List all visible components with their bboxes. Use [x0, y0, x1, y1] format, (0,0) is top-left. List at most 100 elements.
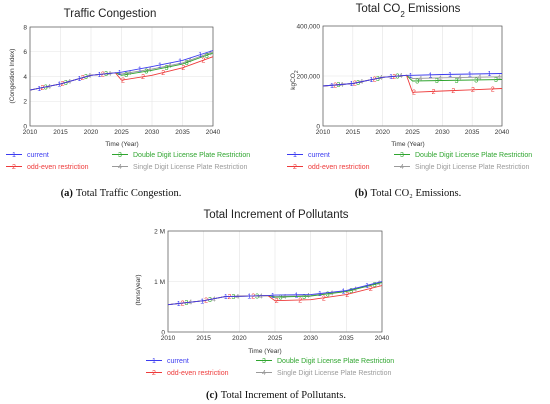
panel-c-xtick: 2015: [196, 335, 211, 342]
panel-c-series-2-marker: 2: [369, 286, 373, 293]
panel-c-caption-text: Total Increment of Pollutants.: [221, 390, 346, 401]
panel-c-caption-label: (c): [206, 390, 218, 401]
panel-c-legend-label: Single Digit License Plate Restriction: [277, 370, 391, 377]
panel-b-title-sub: 2: [400, 10, 405, 19]
panel-c-series-1-marker: 1: [365, 283, 369, 290]
panel-c-series-2-marker: 2: [204, 298, 208, 305]
panel-a-caption: (a) Total Traffic Congestion.: [61, 188, 182, 199]
panel-b-series-2-marker: 2: [412, 90, 416, 97]
panel-a-xtick: 2040: [206, 129, 221, 136]
panel-b-caption: (b) Total CO₂ Emissions.: [355, 188, 462, 199]
panel-a-series-1-marker: 1: [158, 62, 162, 69]
panel-c-xtick: 2020: [232, 335, 247, 342]
panel-c-xtick: 2030: [303, 335, 318, 342]
panel-c-ylabel: (tons/year): [135, 274, 142, 305]
panel-c-legend-label: Double Digit License Plate Restriction: [277, 358, 394, 365]
panel-b-ytick: 200,000: [297, 73, 321, 80]
panel-b-plot: 2010 2015 2020 2025 2030 2035 2040 0 200,000 400,…: [297, 23, 510, 136]
panel-c-legend: 1 current 2 odd-even restriction 3 Double Dig…: [146, 358, 394, 377]
panel-c-series-1-marker: 1: [200, 298, 204, 305]
panel-c-series-1-marker: 1: [177, 301, 181, 308]
panel-c-series-3-marker: 3: [208, 297, 212, 304]
panel-a-ytick: 6: [23, 49, 27, 56]
panel-b-xtick: 2025: [405, 129, 420, 136]
panel-c-series-3-marker: 3: [373, 282, 377, 289]
panel-a-series-3-marker: 3: [124, 72, 128, 79]
panel-b-series-1-marker: 1: [468, 72, 472, 79]
panel-a-xtick: 2035: [175, 129, 190, 136]
panel-c-series-4-marker: 4: [306, 293, 310, 300]
panel-c-legend-marker: 3: [262, 358, 266, 365]
panel-b-legend-marker: 1: [293, 152, 297, 159]
panel-c-legend-marker: 4: [262, 370, 266, 377]
panel-a-series-1-marker: 1: [118, 70, 122, 77]
panel-c-series-4-marker: 4: [330, 290, 334, 297]
panel-b-series-1-marker: 1: [350, 81, 354, 88]
panel-b-ylabel-sub: 2: [294, 70, 300, 73]
panel-b-legend-label: Double Digit License Plate Restriction: [415, 152, 532, 159]
panel-c-series-3-marker: 3: [326, 291, 330, 298]
panel-c-xtick: 2025: [268, 335, 283, 342]
panel-a-series-1-line: [29, 50, 214, 91]
panel-a-ytick: 4: [23, 74, 27, 81]
panel-a-series-1-marker: 1: [178, 58, 182, 65]
panel-c-series-3-marker: 3: [184, 300, 188, 307]
panel-b-series-4-marker: 4: [418, 76, 422, 83]
panel-b-series-4-marker: 4: [379, 75, 383, 82]
panel-b-xtick: 2040: [495, 129, 510, 136]
panel-c-legend-marker: 2: [152, 370, 156, 377]
panel-a-series-3-marker: 3: [165, 65, 169, 72]
panel-b-caption-label: (b): [355, 188, 368, 199]
panel-c-series-2-marker: 2: [228, 294, 232, 301]
panel-c-series-1-marker: 1: [247, 294, 251, 301]
panel-b-legend-marker: 2: [293, 164, 297, 171]
panel-c-xlabel: Time (Year): [248, 348, 281, 355]
panel-c-series-4-marker: 4: [377, 280, 381, 287]
panel-a-legend: 1 current 2 odd-even restriction 3 Double Dig…: [6, 152, 250, 171]
panel-b-caption-text: Total CO₂ Emissions.: [371, 188, 462, 199]
panel-b-title-main: Total CO: [356, 3, 401, 15]
panel-a-xtick: 2010: [23, 129, 38, 136]
panel-a-series-3-marker: 3: [64, 80, 68, 87]
panel-a-series-2-marker: 2: [61, 81, 65, 88]
panel-c-caption: (c) Total Increment of Pollutants.: [206, 390, 346, 401]
panel-c-ytick: 1 M: [154, 279, 165, 286]
panel-b-series-1-marker: 1: [369, 77, 373, 84]
panel-a-series-2-marker: 2: [101, 72, 105, 79]
panel-b-title: Total CO2 Emissions: [356, 3, 461, 19]
panel-b-series-1-marker: 1: [448, 72, 452, 79]
panel-c-xtick: 2040: [375, 335, 390, 342]
panel-c-series-1-line: [167, 281, 383, 306]
panel-b-frame: [322, 25, 503, 127]
panel-a-series-3-marker: 3: [104, 71, 108, 78]
panel-b-series-2-marker: 2: [373, 76, 377, 83]
panel-a-series-4-marker: 4: [87, 73, 91, 80]
panel-b-series-3-marker: 3: [474, 77, 478, 84]
panel-b-legend-label: current: [308, 152, 330, 159]
panel-a-series-1-marker: 1: [138, 66, 142, 73]
panel-b-series-3-marker: 3: [455, 78, 459, 85]
panel-c-series-2-marker: 2: [181, 301, 185, 308]
panel-a-title: Traffic Congestion: [64, 8, 157, 20]
panel-a-series-1-marker: 1: [198, 52, 202, 59]
panel-a-legend-marker: 4: [118, 164, 122, 171]
panel-b-series-3-marker: 3: [376, 76, 380, 83]
panel-a-series-4-marker: 4: [107, 71, 111, 78]
panel-b-series-3-marker: 3: [396, 74, 400, 81]
panel-c-series-2-marker: 2: [322, 295, 326, 302]
panel-c: Total Increment of Pollutants 2010 2015 20…: [135, 209, 394, 401]
panel-b-xtick: 2030: [435, 129, 450, 136]
panel-b-series-2-marker: 2: [333, 82, 337, 89]
panel-a-ylabel: (Congestion Index): [9, 49, 16, 104]
panel-c-xtick: 2035: [339, 335, 354, 342]
panel-a-series-1-marker: 1: [98, 72, 102, 79]
panel-a-ytick: 0: [23, 123, 27, 130]
panel-a-frame: [29, 26, 214, 127]
panel-c-legend-label: current: [167, 358, 189, 365]
panel-a-ytick: 2: [23, 99, 27, 106]
panel-a-series-3-marker: 3: [205, 53, 209, 60]
panel-b-series-4-marker: 4: [477, 75, 481, 82]
panel-b-series-2-marker: 2: [471, 87, 475, 94]
panel-a-series-3-marker: 3: [185, 60, 189, 67]
